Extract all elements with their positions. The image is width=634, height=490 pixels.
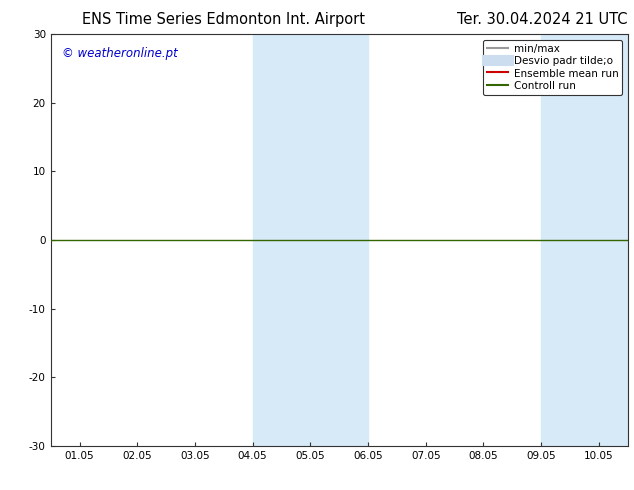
Bar [541, 34, 628, 446]
Text: © weatheronline.pt: © weatheronline.pt [62, 47, 178, 60]
Bar [252, 34, 368, 446]
Legend: min/max, Desvio padr tilde;o, Ensemble mean run, Controll run: min/max, Desvio padr tilde;o, Ensemble m… [483, 40, 623, 95]
Text: Ter. 30.04.2024 21 UTC: Ter. 30.04.2024 21 UTC [457, 12, 628, 27]
Text: ENS Time Series Edmonton Int. Airport: ENS Time Series Edmonton Int. Airport [82, 12, 365, 27]
